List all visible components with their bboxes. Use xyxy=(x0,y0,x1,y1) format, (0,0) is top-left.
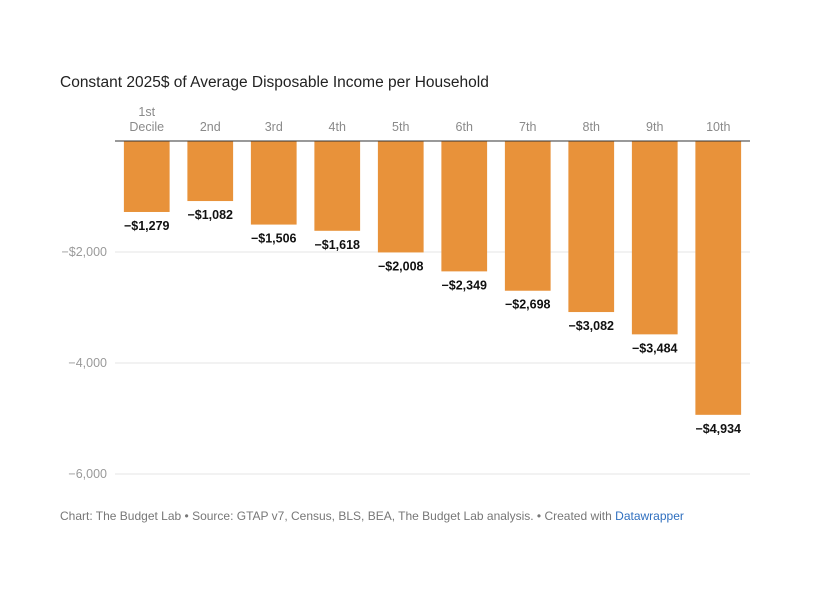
data-label: −$2,349 xyxy=(441,278,487,292)
data-label: −$1,082 xyxy=(187,208,233,222)
footer-source-text: Chart: The Budget Lab • Source: GTAP v7,… xyxy=(60,509,616,523)
bar xyxy=(504,141,551,291)
bars xyxy=(123,141,742,415)
category-label: 5th xyxy=(392,120,409,134)
data-label: −$2,698 xyxy=(505,298,551,312)
data-label: −$2,008 xyxy=(378,259,424,273)
category-label: 4th xyxy=(329,120,346,134)
data-label: −$1,618 xyxy=(314,238,360,252)
bar xyxy=(441,141,488,272)
category-label: 6th xyxy=(456,120,473,134)
bar xyxy=(568,141,615,313)
chart-title: Constant 2025$ of Average Disposable Inc… xyxy=(60,74,489,91)
category-labels: 1st Decile 2nd 3rd 4th 5th 6th 7th 8th 9th 10th xyxy=(129,105,730,134)
bar xyxy=(631,141,678,335)
data-label: −$4,934 xyxy=(695,422,741,436)
category-label: 3rd xyxy=(265,120,283,134)
category-label: 2nd xyxy=(200,120,221,134)
y-tick-label: −6,000 xyxy=(68,467,107,481)
y-tick-label: −4,000 xyxy=(68,356,107,370)
category-label: 8th xyxy=(583,120,600,134)
bar xyxy=(187,141,234,202)
category-label: 10th xyxy=(706,120,730,134)
data-label: −$1,279 xyxy=(124,219,170,233)
bar xyxy=(377,141,424,253)
data-label: −$3,082 xyxy=(568,319,614,333)
bar xyxy=(695,141,742,415)
data-label: −$1,506 xyxy=(251,232,297,246)
data-labels: −$1,279 −$1,082 −$1,506 −$1,618 −$2,008 −$2,3… xyxy=(124,208,741,436)
bar xyxy=(314,141,361,231)
datawrapper-link[interactable]: Datawrapper xyxy=(615,509,684,523)
category-label: 7th xyxy=(519,120,536,134)
bar xyxy=(123,141,170,212)
y-axis-ticks: −$2,000 −4,000 −6,000 xyxy=(61,245,107,481)
y-tick-label: −$2,000 xyxy=(61,245,107,259)
category-label: 9th xyxy=(646,120,663,134)
category-label: 1st Decile xyxy=(129,105,164,134)
chart-footer: Chart: The Budget Lab • Source: GTAP v7,… xyxy=(60,509,684,523)
data-label: −$3,484 xyxy=(632,341,678,355)
bar xyxy=(250,141,297,225)
